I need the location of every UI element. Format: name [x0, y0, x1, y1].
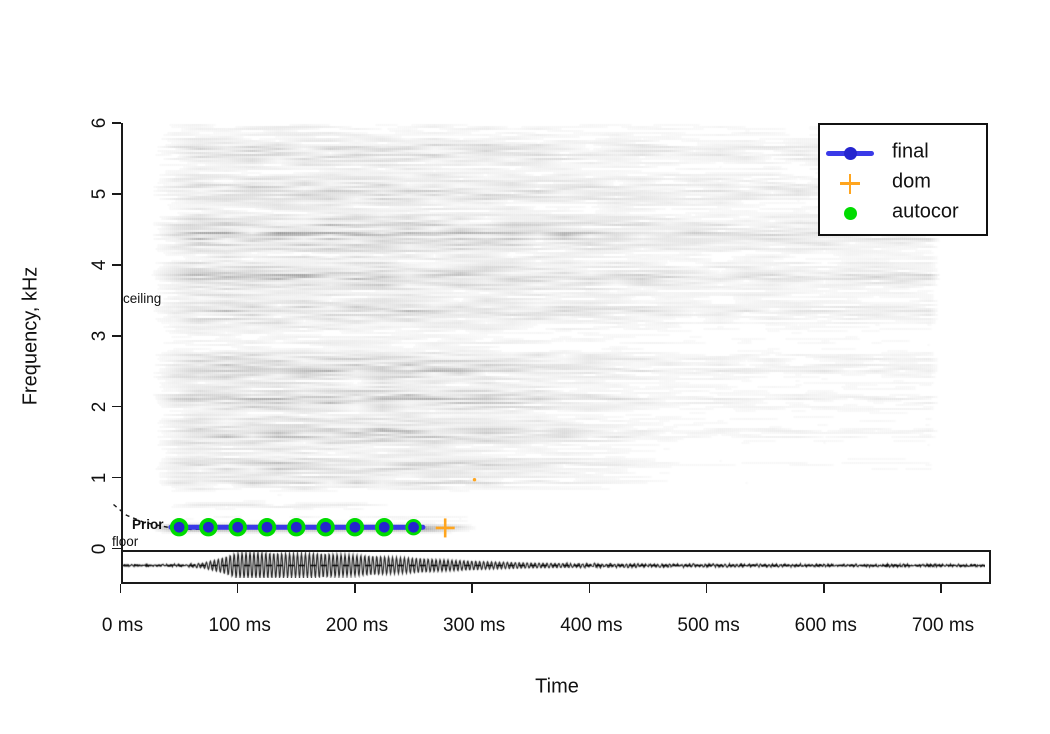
x-tick-label: 600 ms — [794, 615, 857, 636]
oscillogram-box — [121, 550, 991, 584]
y-axis-line — [121, 123, 123, 551]
x-tick-mark — [236, 584, 239, 593]
x-tick-mark — [588, 584, 591, 593]
x-tick-mark — [354, 584, 356, 593]
legend-label: final — [892, 140, 929, 163]
x-tick-label: 400 ms — [560, 615, 623, 636]
final-pitch-point — [349, 521, 361, 533]
final-pitch-point — [232, 521, 244, 533]
ceiling-label: ceiling — [123, 291, 162, 306]
y-tick-mark — [112, 547, 121, 550]
x-tick-label: 500 ms — [677, 615, 740, 636]
legend-label: autocor — [892, 200, 959, 223]
x-tick-mark — [119, 584, 122, 593]
y-tick-mark — [112, 264, 121, 266]
autocor-legend-symbol — [820, 198, 884, 228]
y-tick-mark — [112, 476, 121, 479]
final-pitch-point — [261, 521, 273, 533]
final-pitch-point — [173, 521, 185, 533]
final-pitch-point — [290, 521, 302, 533]
x-tick-label: 300 ms — [442, 615, 506, 636]
final-legend-symbol — [820, 138, 884, 168]
prior-label: Prior — [132, 517, 164, 532]
dom-legend-symbol — [820, 168, 884, 198]
x-tick-label: 100 ms — [208, 615, 271, 636]
x-tick-label: 200 ms — [325, 615, 389, 636]
x-tick-label: 0 ms — [101, 615, 144, 636]
legend-row: dom — [820, 168, 986, 198]
legend-row: autocor — [820, 198, 986, 228]
x-tick-mark — [940, 584, 942, 593]
y-tick-mark — [112, 335, 121, 337]
dom-candidate-point-small — [472, 478, 477, 482]
x-tick-mark — [471, 584, 473, 593]
legend-row: final — [820, 138, 986, 168]
y-tick-mark — [112, 122, 121, 124]
final-pitch-point — [408, 521, 419, 533]
legend-label: dom — [892, 170, 931, 193]
final-pitch-point — [203, 521, 214, 533]
final-pitch-point — [320, 521, 332, 533]
y-tick-mark — [112, 405, 121, 408]
legend-box: final dom autocor — [818, 123, 988, 236]
y-tick-mark — [112, 193, 121, 195]
floor-label: floor — [112, 534, 139, 549]
x-tick-label: 700 ms — [911, 615, 975, 636]
x-tick-mark — [705, 584, 708, 593]
final-pitch-point — [378, 521, 390, 533]
oscillogram-canvas — [123, 552, 985, 578]
x-tick-mark — [823, 584, 825, 593]
x-axis-title: Time — [535, 675, 579, 698]
